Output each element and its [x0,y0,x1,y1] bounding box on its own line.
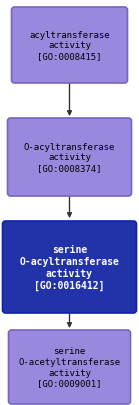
Text: serine
O-acyltransferase
activity
[GO:0016412]: serine O-acyltransferase activity [GO:00… [20,244,119,290]
FancyBboxPatch shape [8,119,131,196]
FancyBboxPatch shape [12,8,127,84]
Text: serine
O-acetyltransferase
activity
[GO:0009001]: serine O-acetyltransferase activity [GO:… [18,347,121,388]
FancyBboxPatch shape [3,222,136,313]
Text: acyltransferase
activity
[GO:0008415]: acyltransferase activity [GO:0008415] [29,31,110,61]
Text: O-acyltransferase
activity
[GO:0008374]: O-acyltransferase activity [GO:0008374] [24,143,115,173]
FancyBboxPatch shape [8,330,131,404]
